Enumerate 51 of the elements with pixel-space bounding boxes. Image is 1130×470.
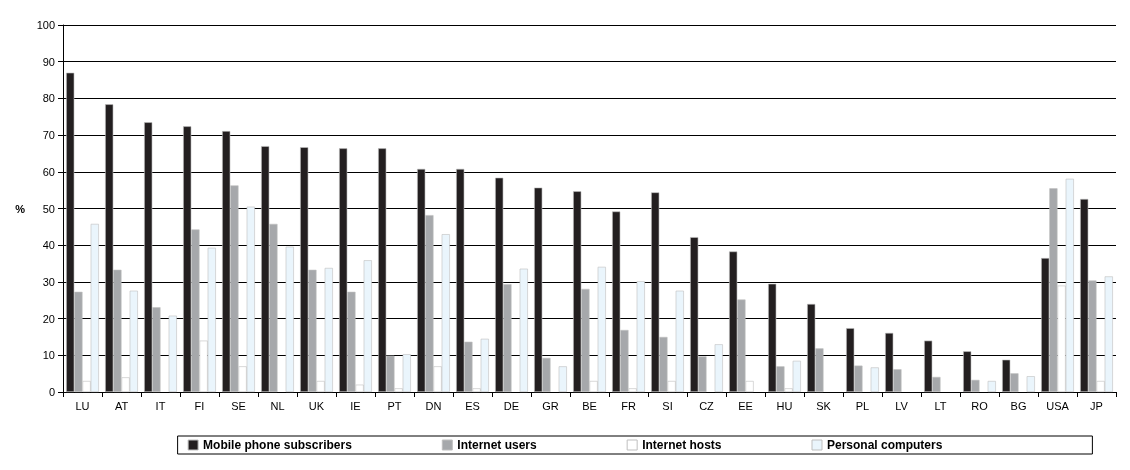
y-tick-label: 60 [42,165,55,178]
y-tick-label: 100 [36,19,55,31]
x-tick-label: SK [816,399,832,412]
legend-label: Personal computers [827,438,943,452]
legend-label: Mobile phone subscribers [203,438,353,452]
x-tick-label: CZ [699,399,715,412]
x-tick-label: IE [350,399,361,412]
x-tick-label: UK [308,399,325,412]
x-tick-label: GR [542,399,559,412]
x-tick-label: AT [114,399,129,412]
y-tick-label: 40 [42,239,55,252]
x-tick-label: PL [855,399,870,412]
x-tick-label: LU [75,399,90,412]
x-tick-label: SE [231,399,246,412]
bar [714,344,723,392]
legend-label: Internet users [457,438,537,452]
y-tick-label: 80 [42,92,55,105]
bar [1026,376,1035,392]
y-axis-title: % [15,202,26,215]
x-tick-label: LT [934,399,947,412]
x-tick-label: ES [465,399,480,412]
x-tick-label: HU [776,399,793,412]
y-tick-label: 20 [42,312,55,325]
x-tick-label: DE [503,399,520,412]
legend-label: Internet hosts [642,438,722,452]
x-tick-label: EE [738,399,753,412]
x-tick-label: FR [621,399,636,412]
bar [558,366,567,392]
x-tick-label: DN [425,399,442,412]
x-tick-label: LV [895,399,909,412]
y-tick-label: 70 [42,129,55,142]
x-tick-label: BG [1010,399,1027,412]
y-tick-label: 10 [42,349,55,362]
x-tick-label: NL [270,399,285,412]
bar [285,246,294,392]
x-tick-label: BE [582,399,597,412]
bar [870,367,879,392]
x-tick-label: IT [155,399,166,412]
x-tick-label: SI [662,399,673,412]
x-tick-label: RO [971,399,989,412]
x-tick-label: PT [387,399,402,412]
y-tick-label: 30 [42,275,55,288]
x-tick-label: USA [1046,399,1070,412]
bar [987,380,996,392]
y-tick-label: 0 [48,386,55,398]
bar [168,315,177,392]
bar [519,268,528,392]
x-tick-label: FI [194,399,205,412]
y-tick-label: 90 [42,55,55,68]
x-tick-label: JP [1090,399,1103,412]
y-tick-label: 50 [42,202,55,215]
